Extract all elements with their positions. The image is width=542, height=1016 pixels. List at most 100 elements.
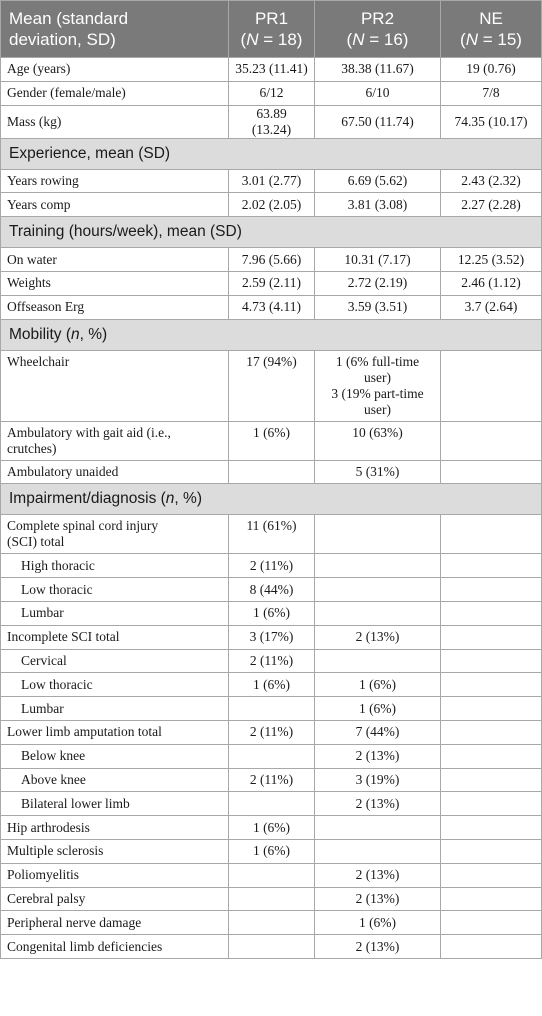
cell-pr1	[228, 791, 315, 817]
cell-pr1	[228, 696, 315, 721]
cell-pr2: 3 (19%)	[314, 767, 441, 793]
row-label: Years rowing	[0, 168, 229, 194]
table-row: Gender (female/male) 6/12 6/10 7/8	[0, 80, 542, 106]
row-label: Lumbar	[0, 696, 229, 721]
cell-ne	[440, 600, 542, 626]
cell-pr2	[314, 838, 441, 864]
cell-pr1: 1 (6%)	[228, 672, 315, 698]
cell-pr1: 3 (17%)	[228, 624, 315, 650]
table-row: Lower limb amputation total 2 (11%) 7 (44%…	[0, 719, 542, 745]
cell-pr2	[314, 577, 441, 602]
cell-pr2: 2 (13%)	[314, 862, 441, 888]
cell-pr1: 1 (6%)	[228, 600, 315, 626]
cell-ne	[440, 886, 542, 912]
header-pr1: PR1 (N = 18)	[228, 0, 315, 58]
cell-pr1: 3.01 (2.77)	[228, 168, 315, 194]
row-label: Weights	[0, 270, 229, 296]
cell-ne	[440, 743, 542, 769]
table-row: Ambulatory with gait aid (i.e., crutches)…	[0, 420, 542, 461]
cell-pr2: 1 (6% full-time user) 3 (19% part-time user…	[314, 349, 441, 422]
header-ne: NE (N = 15)	[440, 0, 542, 58]
row-label: Low thoracic	[0, 577, 229, 602]
table-row: Weights 2.59 (2.11) 2.72 (2.19) 2.46 (1.…	[0, 270, 542, 296]
row-label: Below knee	[0, 743, 229, 769]
cell-ne	[440, 910, 542, 936]
impairment-rows: High thoracic 2 (11%) Low thoracic 8 (44%) L…	[0, 553, 542, 959]
table-row: Complete spinal cord injury (SCI) total 1…	[0, 514, 542, 555]
cell-pr1	[228, 862, 315, 888]
cell-pr1: 1 (6%)	[228, 838, 315, 864]
cell-pr2: 10.31 (7.17)	[314, 247, 441, 272]
cell-pr2: 1 (6%)	[314, 672, 441, 698]
header-pr2: PR2 (N = 16)	[314, 0, 441, 58]
row-label: Wheelchair	[0, 349, 229, 422]
section-impairment: Impairment/diagnosis (n, %)	[0, 483, 542, 516]
cell-pr1: 2.59 (2.11)	[228, 270, 315, 296]
header-measure: Mean (standard deviation, SD)	[0, 0, 229, 58]
section-title: Experience, mean (SD)	[0, 137, 542, 170]
table-row: Cervical 2 (11%)	[0, 648, 542, 674]
cell-pr2: 1 (6%)	[314, 910, 441, 936]
cell-ne	[440, 514, 542, 555]
cell-pr1: 1 (6%)	[228, 815, 315, 840]
row-label: Peripheral nerve damage	[0, 910, 229, 936]
row-label: On water	[0, 247, 229, 272]
cell-ne	[440, 420, 542, 461]
table-row: Mass (kg) 63.89 (13.24) 67.50 (11.74) 74…	[0, 104, 542, 139]
cell-pr2: 2 (13%)	[314, 743, 441, 769]
row-label: Lumbar	[0, 600, 229, 626]
table-row: Age (years) 35.23 (11.41) 38.38 (11.67) …	[0, 57, 542, 82]
row-label: High thoracic	[0, 553, 229, 579]
cell-pr2: 3.59 (3.51)	[314, 294, 441, 320]
cell-pr1: 7.96 (5.66)	[228, 247, 315, 272]
table-row: Offseason Erg 4.73 (4.11) 3.59 (3.51) 3.…	[0, 294, 542, 320]
cell-ne	[440, 648, 542, 674]
cell-ne: 74.35 (10.17)	[440, 104, 542, 139]
cell-pr2	[314, 553, 441, 579]
cell-pr2: 2.72 (2.19)	[314, 270, 441, 296]
cell-pr2: 6/10	[314, 80, 441, 106]
cell-ne: 12.25 (3.52)	[440, 247, 542, 272]
cell-ne	[440, 459, 542, 485]
row-label: Hip arthrodesis	[0, 815, 229, 840]
table-row: Peripheral nerve damage 1 (6%)	[0, 910, 542, 936]
cell-ne	[440, 719, 542, 745]
row-label: Years comp	[0, 192, 229, 218]
row-label: Cerebral palsy	[0, 886, 229, 912]
cell-pr1: 8 (44%)	[228, 577, 315, 602]
row-label: Multiple sclerosis	[0, 838, 229, 864]
cell-ne: 2.46 (1.12)	[440, 270, 542, 296]
cell-ne	[440, 791, 542, 817]
row-label: Lower limb amputation total	[0, 719, 229, 745]
table-row: Cerebral palsy 2 (13%)	[0, 886, 542, 912]
cell-ne	[440, 767, 542, 793]
cell-pr1	[228, 459, 315, 485]
row-label: Gender (female/male)	[0, 80, 229, 106]
cell-pr1: 1 (6%)	[228, 420, 315, 461]
table-row: On water 7.96 (5.66) 10.31 (7.17) 12.25 …	[0, 247, 542, 272]
cell-pr1: 2 (11%)	[228, 648, 315, 674]
row-label: Incomplete SCI total	[0, 624, 229, 650]
cell-pr1: 2.02 (2.05)	[228, 192, 315, 218]
row-label: Age (years)	[0, 57, 229, 82]
cell-pr1: 2 (11%)	[228, 553, 315, 579]
cell-pr1	[228, 934, 315, 959]
table-row: Bilateral lower limb 2 (13%)	[0, 791, 542, 817]
cell-ne: 3.7 (2.64)	[440, 294, 542, 320]
cell-pr1: 4.73 (4.11)	[228, 294, 315, 320]
cell-ne	[440, 577, 542, 602]
cell-pr2	[314, 815, 441, 840]
cell-pr2: 2 (13%)	[314, 886, 441, 912]
cell-pr2: 10 (63%)	[314, 420, 441, 461]
cell-ne	[440, 672, 542, 698]
cell-pr2	[314, 648, 441, 674]
table-row: High thoracic 2 (11%)	[0, 553, 542, 579]
table-row: Multiple sclerosis 1 (6%)	[0, 838, 542, 864]
section-training: Training (hours/week), mean (SD)	[0, 216, 542, 249]
table-row: Wheelchair 17 (94%) 1 (6% full-time user)…	[0, 349, 542, 422]
section-title: Impairment/diagnosis (n, %)	[0, 483, 542, 516]
table-row: Lumbar 1 (6%)	[0, 696, 542, 721]
cell-ne: 19 (0.76)	[440, 57, 542, 82]
cell-pr2: 7 (44%)	[314, 719, 441, 745]
cell-pr2: 1 (6%)	[314, 696, 441, 721]
